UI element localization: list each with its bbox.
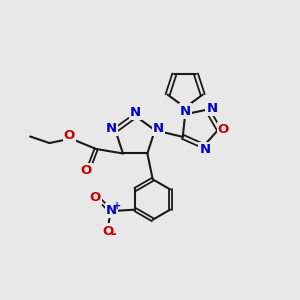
Text: +: + (113, 201, 122, 211)
Text: N: N (180, 104, 191, 118)
Text: O: O (90, 190, 101, 204)
Text: N: N (130, 106, 141, 119)
Text: N: N (106, 122, 117, 135)
Text: O: O (81, 164, 92, 177)
Text: O: O (64, 128, 75, 142)
Text: N: N (106, 204, 117, 217)
Text: -: - (110, 227, 116, 241)
Text: N: N (206, 102, 218, 115)
Text: O: O (102, 224, 113, 238)
Text: N: N (200, 143, 211, 156)
Text: N: N (153, 122, 164, 135)
Text: O: O (218, 123, 229, 136)
